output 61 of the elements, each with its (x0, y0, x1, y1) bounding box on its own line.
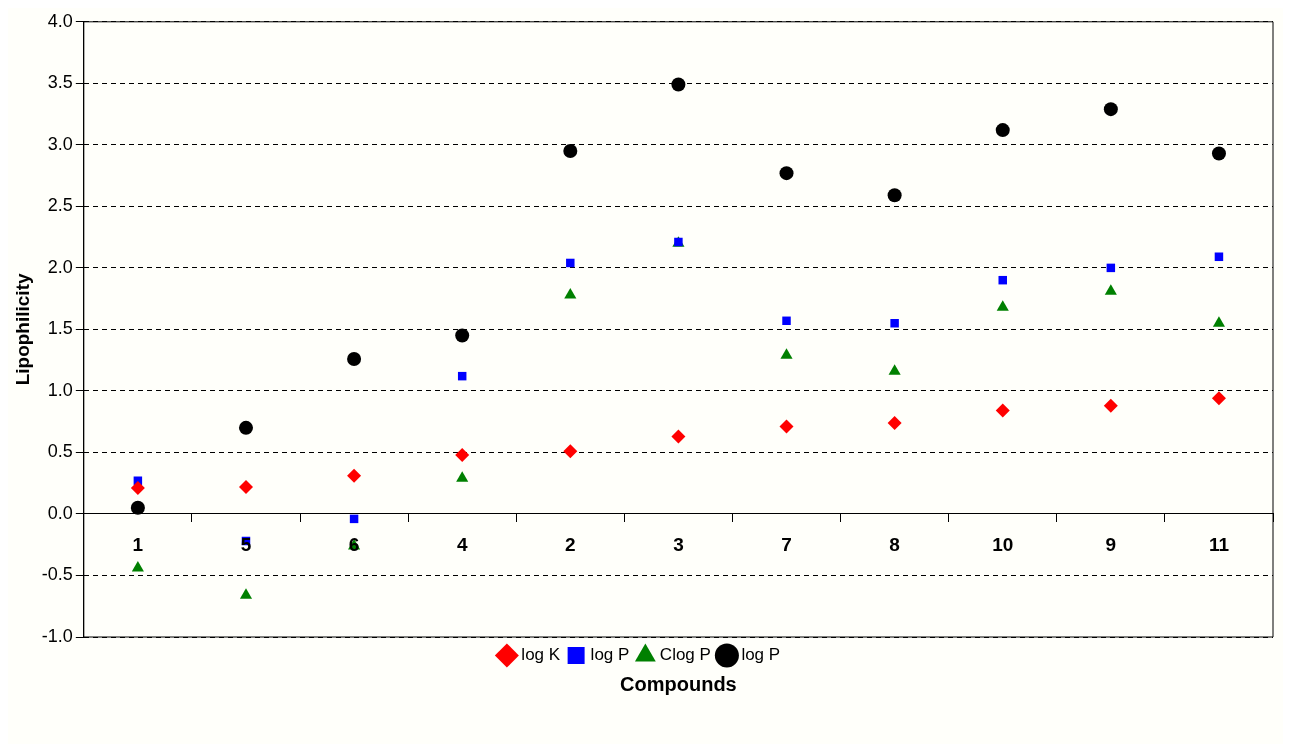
x-tick-label: 10 (992, 533, 1014, 555)
x-tick-label: 3 (673, 533, 684, 555)
point (671, 429, 686, 444)
point (779, 419, 794, 434)
point (888, 364, 901, 375)
y-tick-label: 3.5 (47, 72, 73, 93)
point (780, 348, 793, 359)
point (130, 500, 145, 515)
legend-label: log P (590, 645, 630, 665)
x-axis-title: Compounds (620, 672, 737, 695)
point (996, 300, 1009, 311)
point (456, 471, 469, 482)
point (887, 188, 902, 203)
point (1104, 284, 1117, 295)
point (238, 420, 253, 435)
point (130, 481, 145, 496)
y-axis-title: Lipophilicity (11, 273, 33, 386)
legend-label: log K (521, 645, 561, 665)
y-tick-label: 2.5 (47, 195, 73, 216)
point (347, 351, 362, 366)
point (1211, 391, 1226, 406)
point (563, 143, 578, 158)
y-tick-label: 4.0 (47, 10, 73, 31)
point (782, 316, 791, 326)
y-tick-label: 0.5 (47, 441, 73, 462)
point (1103, 102, 1118, 117)
x-tick-label: 8 (889, 533, 900, 555)
x-tick-label: 1 (132, 533, 144, 555)
y-tick-label: 3.0 (47, 133, 73, 154)
point (995, 123, 1010, 138)
point (564, 287, 577, 299)
point (890, 319, 899, 328)
x-tick-label: 4 (456, 533, 468, 555)
x-tick-label: 11 (1208, 533, 1230, 555)
y-tick-label: -1.0 (41, 625, 73, 646)
point (779, 166, 794, 181)
point (238, 479, 253, 494)
point (995, 403, 1010, 418)
y-tick-label: 2.0 (47, 256, 73, 277)
point (671, 77, 686, 92)
x-tick-label: 9 (1105, 533, 1117, 555)
legend-label: Clog P (659, 645, 711, 665)
point (455, 447, 470, 462)
point (566, 258, 575, 268)
y-tick-label: 1.5 (47, 318, 73, 339)
point (347, 468, 362, 483)
point (239, 588, 253, 599)
y-tick-label: 1.0 (47, 379, 73, 400)
point (887, 415, 902, 430)
point (1103, 398, 1118, 413)
y-tick-label: -0.5 (41, 564, 73, 585)
point (998, 275, 1007, 285)
point (1212, 316, 1226, 327)
legend-label: log P (741, 645, 781, 665)
point (563, 444, 578, 459)
y-tick-label: 0.0 (47, 502, 73, 523)
point (1211, 146, 1226, 161)
x-tick-label: 7 (781, 533, 792, 555)
x-tick-label: 2 (565, 533, 576, 555)
point (455, 328, 470, 343)
point (131, 561, 144, 572)
